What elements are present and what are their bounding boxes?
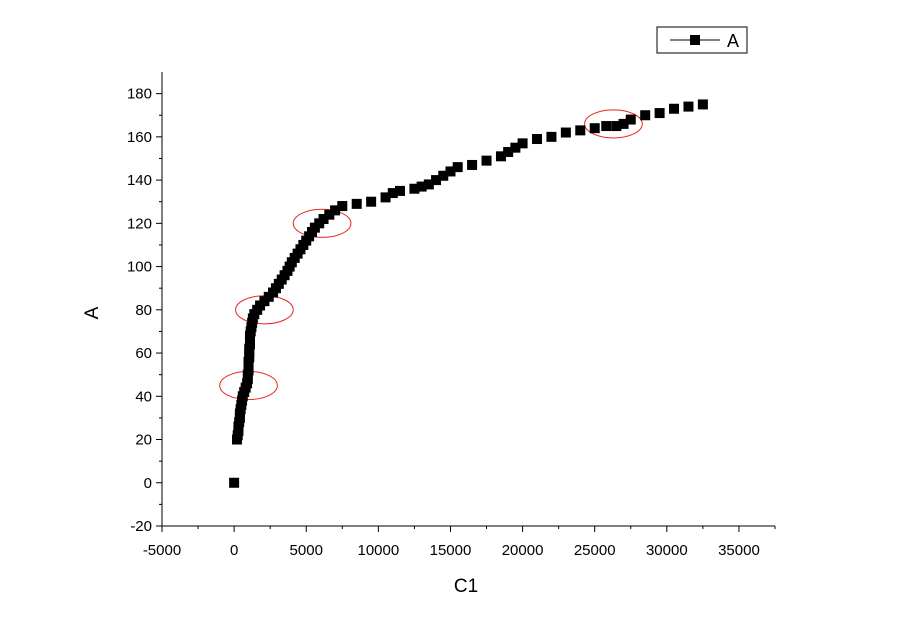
- x-tick-label: 5000: [290, 542, 323, 559]
- data-point: [611, 121, 622, 132]
- axes: -20 0 20 40 60 80 100 120 140 160 180 -5000 0 5000 100…: [127, 72, 776, 559]
- data-point: [495, 151, 506, 162]
- data-point: [387, 188, 398, 199]
- data-point: [330, 205, 341, 216]
- y-tick-label: -20: [130, 518, 152, 535]
- data-point: [337, 201, 348, 212]
- legend: A: [656, 26, 748, 54]
- data-point: [423, 179, 434, 190]
- data-point: [503, 146, 514, 157]
- highlight-ellipse: [584, 109, 643, 139]
- data-point: [546, 131, 557, 142]
- data-point: [438, 170, 449, 181]
- data-point: [324, 209, 335, 220]
- data-point: [575, 125, 586, 136]
- x-tick-label: 25000: [574, 542, 616, 559]
- data-point: [366, 196, 377, 207]
- data-point: [416, 181, 427, 192]
- legend-label-a: A: [727, 31, 739, 51]
- data-point: [532, 134, 543, 145]
- data-point: [683, 101, 694, 112]
- x-tick-label: 30000: [646, 542, 688, 559]
- data-point: [589, 123, 600, 134]
- x-tick-label: 20000: [502, 542, 544, 559]
- data-point: [601, 121, 612, 132]
- data-point: [409, 183, 420, 194]
- data-point: [510, 142, 521, 153]
- data-point: [229, 477, 240, 488]
- y-tick-label: 180: [127, 86, 152, 103]
- data-point: [394, 185, 405, 196]
- x-tick-label: 15000: [430, 542, 472, 559]
- y-tick-label: 80: [135, 302, 152, 319]
- data-point: [640, 110, 651, 121]
- data-point: [481, 155, 492, 166]
- y-tick-label: 60: [135, 345, 152, 362]
- y-tick-label: 100: [127, 259, 152, 276]
- x-tick-label: 35000: [718, 542, 760, 559]
- data-point: [669, 103, 680, 114]
- y-tick-label: 120: [127, 215, 152, 232]
- y-tick-label: 160: [127, 129, 152, 146]
- y-tick-label: 0: [144, 475, 152, 492]
- x-tick-label: 0: [230, 542, 238, 559]
- annotations: [219, 109, 643, 401]
- data-point: [625, 114, 636, 125]
- y-axis-label: A: [82, 306, 103, 319]
- highlight-ellipse: [292, 208, 352, 238]
- y-tick-label: 20: [135, 432, 152, 449]
- legend-marker: [690, 35, 700, 45]
- data-point: [380, 192, 391, 203]
- x-tick-label: -5000: [143, 542, 181, 559]
- data-point: [517, 138, 528, 149]
- data-point: [654, 108, 665, 119]
- data-points: [229, 99, 708, 488]
- data-point: [697, 99, 708, 110]
- data-point: [351, 198, 362, 209]
- data-point: [431, 175, 442, 186]
- data-point: [452, 162, 463, 173]
- data-point: [618, 118, 629, 129]
- data-point: [318, 214, 329, 225]
- data-point: [467, 159, 478, 170]
- x-axis-label: C1: [454, 576, 478, 597]
- data-point: [445, 166, 456, 177]
- y-tick-label: 140: [127, 172, 152, 189]
- x-tick-label: 10000: [357, 542, 399, 559]
- y-tick-label: 40: [135, 388, 152, 405]
- data-point: [560, 127, 571, 138]
